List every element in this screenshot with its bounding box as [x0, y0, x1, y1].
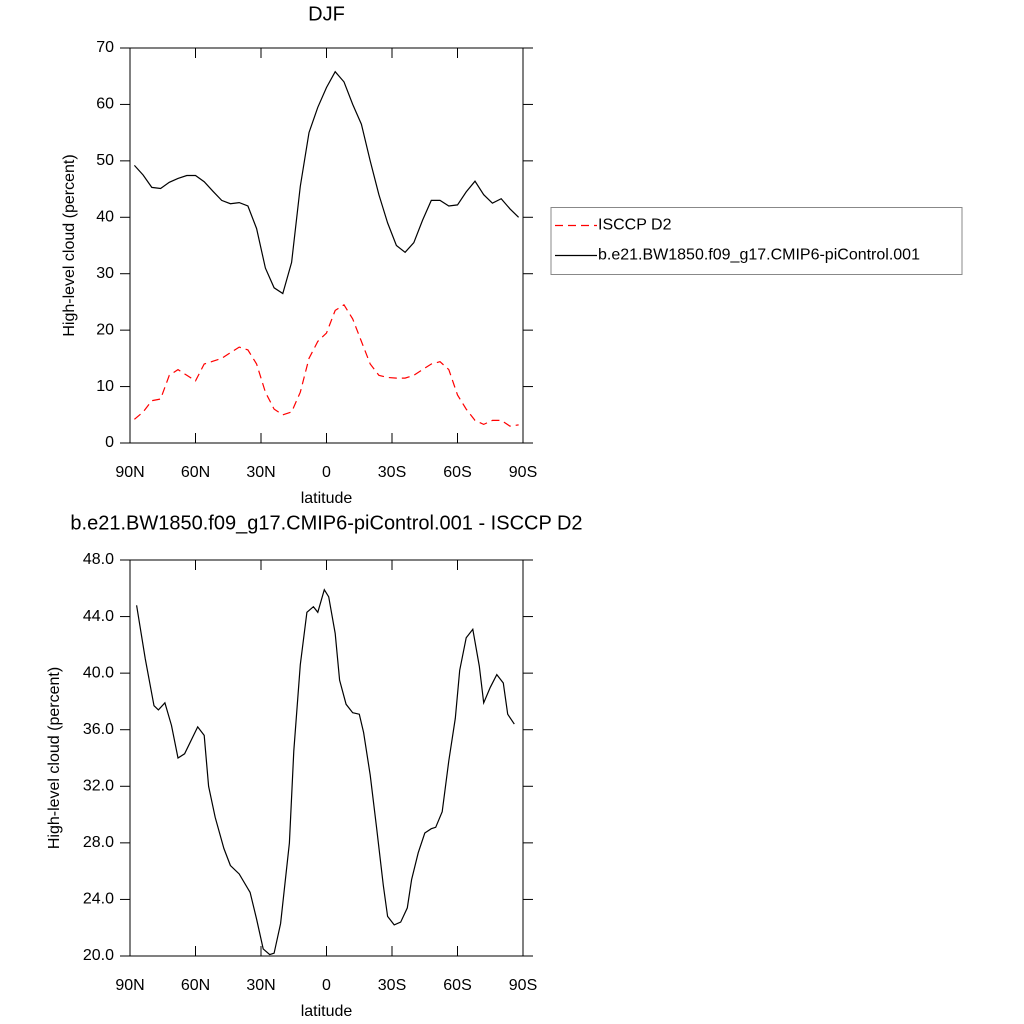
y-tick-label: 30	[96, 265, 114, 282]
data-line	[136, 588, 515, 956]
y-tick-label: 40	[96, 209, 114, 226]
x-tick-label: 90N	[115, 977, 144, 994]
legend-box	[550, 207, 963, 275]
legend-label: b.e21.BW1850.f09_g17.CMIP6-piControl.001	[598, 247, 920, 264]
data-line	[134, 303, 519, 427]
x-tick-label: 60N	[181, 464, 210, 481]
y-axis-label: High-level cloud (percent)	[61, 154, 78, 336]
y-tick-label: 48.0	[83, 551, 114, 568]
x-tick-label: 30N	[246, 977, 275, 994]
y-tick-label: 36.0	[83, 721, 114, 738]
x-axis-label: latitude	[301, 490, 353, 507]
y-tick-label: 32.0	[83, 778, 114, 795]
x-tick-label: 60N	[181, 977, 210, 994]
x-tick-label: 30S	[378, 977, 406, 994]
y-tick-label: 60	[96, 96, 114, 113]
y-tick-label: 40.0	[83, 664, 114, 681]
x-tick-label: 90N	[115, 464, 144, 481]
chart-title: b.e21.BW1850.f09_g17.CMIP6-piControl.001…	[70, 512, 582, 534]
y-tick-label: 10	[96, 378, 114, 395]
plot-frame	[129, 559, 524, 957]
x-axis-label: latitude	[301, 1003, 353, 1020]
x-tick-label: 30N	[246, 464, 275, 481]
y-tick-label: 28.0	[83, 834, 114, 851]
data-line	[133, 70, 520, 295]
y-tick-label: 70	[96, 39, 114, 56]
y-tick-label: 20	[96, 321, 114, 338]
x-tick-label: 90S	[509, 464, 537, 481]
x-tick-label: 30S	[378, 464, 406, 481]
chart-title: DJF	[308, 3, 345, 25]
y-tick-label: 44.0	[83, 608, 114, 625]
x-tick-label: 90S	[509, 977, 537, 994]
y-tick-label: 0	[105, 434, 114, 451]
x-tick-label: 60S	[443, 464, 471, 481]
x-tick-label: 60S	[443, 977, 471, 994]
x-tick-label: 0	[322, 464, 331, 481]
y-axis-label: High-level cloud (percent)	[46, 667, 63, 849]
y-tick-label: 24.0	[83, 891, 114, 908]
legend-label: ISCCP D2	[598, 217, 672, 234]
plot-frame	[129, 47, 524, 444]
y-tick-label: 20.0	[83, 947, 114, 964]
y-tick-label: 50	[96, 152, 114, 169]
x-tick-label: 0	[322, 977, 331, 994]
